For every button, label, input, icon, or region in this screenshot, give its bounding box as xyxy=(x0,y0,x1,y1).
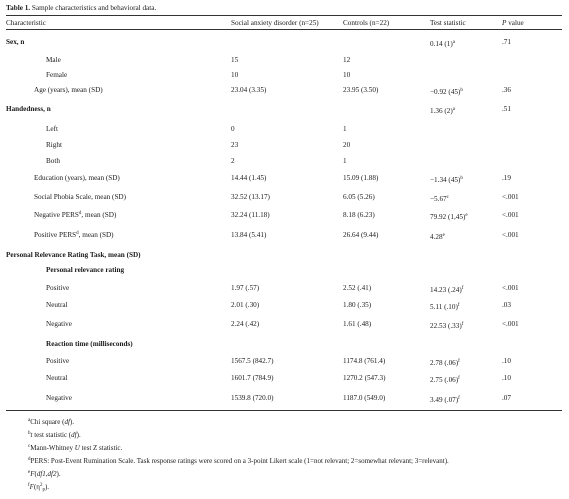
cell-social-anxiety: 1.97 (.57) xyxy=(231,284,260,292)
header-p-letter: P xyxy=(502,19,507,27)
row-label: Negative PERSd, mean (SD) xyxy=(34,211,117,219)
row-label: Education (years), mean (SD) xyxy=(34,174,120,182)
row-label: Positive xyxy=(46,284,70,292)
cell-test-statistic: 0.14 (1)a xyxy=(430,40,455,48)
row-label: Neutral xyxy=(46,301,68,309)
footnote-b: bt test statistic (df). xyxy=(28,431,81,439)
cell-test-statistic: 22.53 (.33)f xyxy=(430,322,464,330)
cell-social-anxiety: 2.01 (.30) xyxy=(231,301,260,309)
row-label: Both xyxy=(46,157,60,165)
header-test-statistic: Test statistic xyxy=(430,19,466,27)
cell-social-anxiety: 2.24 (.42) xyxy=(231,320,260,328)
row-label: Personal relevance rating xyxy=(46,266,125,274)
cell-controls: 1270.2 (547.3) xyxy=(343,374,386,382)
cell-social-anxiety: 23 xyxy=(231,141,239,149)
cell-p-value: .51 xyxy=(502,105,511,113)
cell-social-anxiety: 14.44 (1.45) xyxy=(231,174,267,182)
row-label: Reaction time (milliseconds) xyxy=(46,340,133,348)
cell-controls: 1 xyxy=(343,157,347,165)
cell-social-anxiety: 1539.8 (720.0) xyxy=(231,394,274,402)
row-label: Right xyxy=(46,141,62,149)
cell-p-value: .07 xyxy=(502,394,511,402)
table-header-rule xyxy=(6,29,562,30)
cell-social-anxiety: 32.24 (11.18) xyxy=(231,211,270,219)
cell-controls: 1174.8 (761.4) xyxy=(343,357,386,365)
cell-social-anxiety: 23.04 (3.35) xyxy=(231,86,267,94)
header-p-rest: value xyxy=(506,19,524,27)
cell-p-value: .19 xyxy=(502,174,511,182)
footnote-d: dPERS: Post-Event Rumination Scale. Task… xyxy=(28,457,449,465)
cell-controls: 12 xyxy=(343,56,351,64)
cell-test-statistic: 3.49 (.07)f xyxy=(430,396,460,404)
cell-p-value: .10 xyxy=(502,357,511,365)
cell-test-statistic: 5.11 (.10)f xyxy=(430,303,460,311)
cell-p-value: .10 xyxy=(502,374,511,382)
cell-p-value: .03 xyxy=(502,301,511,309)
cell-social-anxiety: 32.52 (13.17) xyxy=(231,193,270,201)
row-label: Neutral xyxy=(46,374,68,382)
row-label: Negative xyxy=(46,394,72,402)
cell-controls: 1.80 (.35) xyxy=(343,301,372,309)
caption-text: Sample characteristics and behavioral da… xyxy=(31,4,157,12)
row-label: Male xyxy=(46,56,61,64)
cell-p-value: <.001 xyxy=(502,231,519,239)
cell-social-anxiety: 10 xyxy=(231,71,239,79)
cell-controls: 15.09 (1.88) xyxy=(343,174,379,182)
cell-social-anxiety: 0 xyxy=(231,125,235,133)
footnote-a: aChi square (df). xyxy=(28,418,74,426)
cell-test-statistic: 14.23 (.24)f xyxy=(430,286,464,294)
table-caption: Table 1. Sample characteristics and beha… xyxy=(6,4,156,12)
cell-controls: 8.18 (6.23) xyxy=(343,211,375,219)
header-social-anxiety-disorder: Social anxiety disorder (n=25) xyxy=(231,19,319,27)
row-label: Left xyxy=(46,125,58,133)
row-label: Negative xyxy=(46,320,72,328)
cell-p-value: <.001 xyxy=(502,193,519,201)
row-label: Positive xyxy=(46,357,70,365)
cell-test-statistic: 2.78 (.06)f xyxy=(430,359,460,367)
cell-controls: 1 xyxy=(343,125,347,133)
cell-test-statistic: 2.75 (.06)f xyxy=(430,376,460,384)
cell-controls: 23.95 (3.50) xyxy=(343,86,379,94)
cell-p-value: <.001 xyxy=(502,284,519,292)
cell-controls: 2.52 (.41) xyxy=(343,284,372,292)
cell-controls: 26.64 (9.44) xyxy=(343,231,379,239)
cell-p-value: <.001 xyxy=(502,320,519,328)
cell-social-anxiety: 2 xyxy=(231,157,235,165)
header-p-value: P value xyxy=(502,19,524,27)
row-label: Handedness, n xyxy=(6,105,51,113)
cell-test-statistic: 1.36 (2)a xyxy=(430,107,455,115)
cell-social-anxiety: 13.84 (5.41) xyxy=(231,231,267,239)
cell-controls: 20 xyxy=(343,141,351,149)
footnote-e: eF(df1,df2). xyxy=(28,470,61,478)
cell-controls: 1.61 (.48) xyxy=(343,320,372,328)
row-label: Personal Relevance Rating Task, mean (SD… xyxy=(6,251,141,259)
cell-social-anxiety: 15 xyxy=(231,56,239,64)
header-controls: Controls (n=22) xyxy=(343,19,390,27)
cell-test-statistic: −5.67c xyxy=(430,195,449,203)
cell-social-anxiety: 1567.5 (842.7) xyxy=(231,357,274,365)
cell-social-anxiety: 1601.7 (784.9) xyxy=(231,374,274,382)
cell-test-statistic: 4.28e xyxy=(430,233,445,241)
caption-label: Table 1. xyxy=(6,4,31,12)
cell-p-value: <.001 xyxy=(502,211,519,219)
cell-test-statistic: −1.34 (45)b xyxy=(430,176,463,184)
row-label: Social Phobia Scale, mean (SD) xyxy=(34,193,127,201)
table-bottom-rule xyxy=(6,410,562,411)
cell-controls: 6.05 (5.26) xyxy=(343,193,375,201)
cell-controls: 10 xyxy=(343,71,351,79)
table-top-rule xyxy=(6,15,562,16)
footnote-f: fF(η2p). xyxy=(28,483,50,493)
cell-controls: 1187.0 (549.0) xyxy=(343,394,386,402)
cell-test-statistic: −0.92 (45)b xyxy=(430,88,463,96)
header-characteristic: Characteristic xyxy=(6,19,46,27)
row-label: Age (years), mean (SD) xyxy=(34,86,103,94)
footnote-c: cMann-Whitney U test Z statistic. xyxy=(28,444,123,452)
row-label: Female xyxy=(46,71,68,79)
row-label: Sex, n xyxy=(6,38,25,46)
cell-p-value: .36 xyxy=(502,86,511,94)
cell-test-statistic: 79.92 (1,45)e xyxy=(430,213,468,221)
cell-p-value: .71 xyxy=(502,38,511,46)
row-label: Positive PERSd, mean (SD) xyxy=(34,231,114,239)
